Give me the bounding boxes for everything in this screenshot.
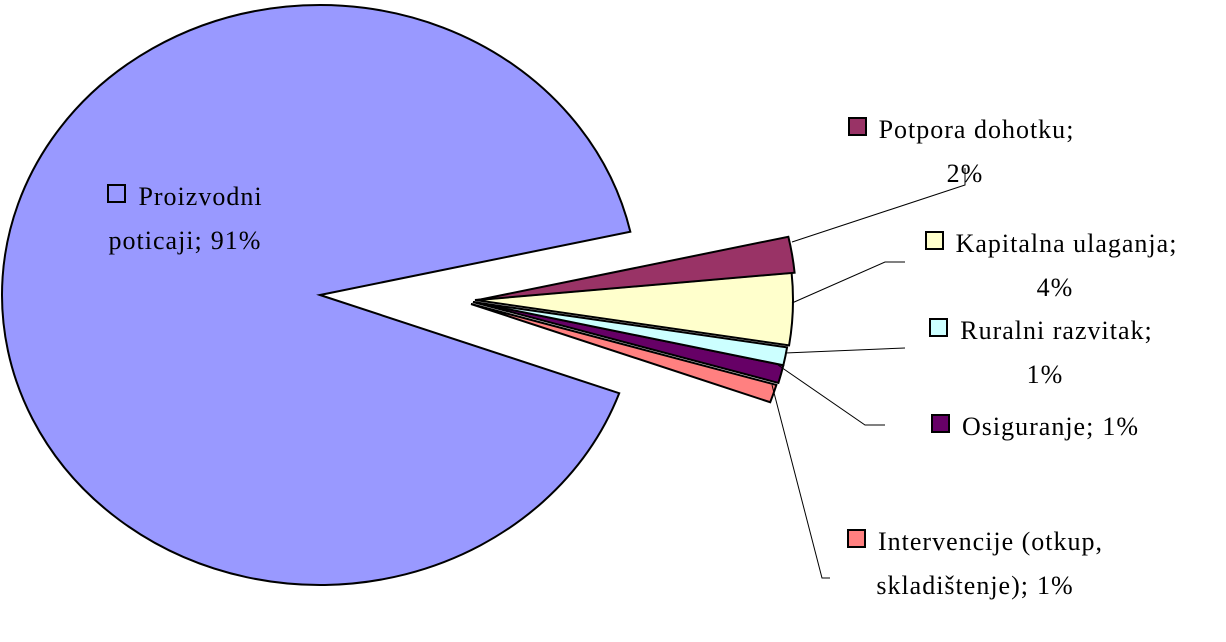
label-category: Intervencije (otkup, skladištenje) bbox=[876, 527, 1104, 600]
leader-lines bbox=[771, 168, 966, 579]
leader-line bbox=[791, 168, 966, 243]
slice-label: Ruralni razvitak; 1% bbox=[905, 309, 1185, 397]
label-value: 2% bbox=[946, 159, 984, 188]
slice-label: Kapitalna ulaganja; 4% bbox=[905, 222, 1205, 310]
label-swatch bbox=[847, 117, 867, 136]
label-separator: ; bbox=[1144, 316, 1153, 345]
label-category: Kapitalna ulaganja bbox=[955, 229, 1170, 258]
label-separator: ; bbox=[1020, 571, 1029, 600]
label-swatch bbox=[929, 318, 949, 337]
pie-slice bbox=[470, 303, 778, 404]
label-value: 1% bbox=[1026, 360, 1064, 389]
label-category: Ruralni razvitak bbox=[960, 316, 1145, 345]
label-value: 4% bbox=[1036, 273, 1074, 302]
pie-slice bbox=[1, 4, 632, 586]
label-category: Potpora dohotku bbox=[878, 115, 1067, 144]
slice-label: Intervencije (otkup, skladištenje); 1% bbox=[840, 520, 1110, 608]
slice-label: Osiguranje; 1% bbox=[885, 405, 1185, 449]
label-category: Proizvodni poticaji bbox=[108, 182, 263, 255]
slice-label: Potpora dohotku; 2% bbox=[800, 108, 1130, 196]
pie-slice bbox=[477, 235, 796, 301]
label-value: 1% bbox=[1036, 571, 1074, 600]
slice-label: Proizvodni poticaji; 91% bbox=[55, 175, 315, 263]
label-swatch bbox=[924, 231, 944, 250]
leader-line bbox=[771, 384, 830, 579]
leader-line bbox=[791, 261, 905, 304]
leader-line bbox=[784, 347, 906, 354]
label-separator: ; bbox=[194, 226, 203, 255]
pie-slice bbox=[472, 301, 789, 367]
label-swatch bbox=[931, 414, 950, 433]
label-separator: ; bbox=[1086, 412, 1095, 441]
label-separator: ; bbox=[1066, 115, 1075, 144]
label-value: 1% bbox=[1102, 412, 1139, 441]
label-swatch bbox=[846, 529, 866, 548]
leader-line bbox=[777, 364, 885, 426]
label-swatch bbox=[107, 184, 127, 203]
label-value: 91% bbox=[210, 226, 262, 255]
label-category: Osiguranje bbox=[962, 412, 1087, 441]
label-separator: ; bbox=[1169, 229, 1178, 258]
